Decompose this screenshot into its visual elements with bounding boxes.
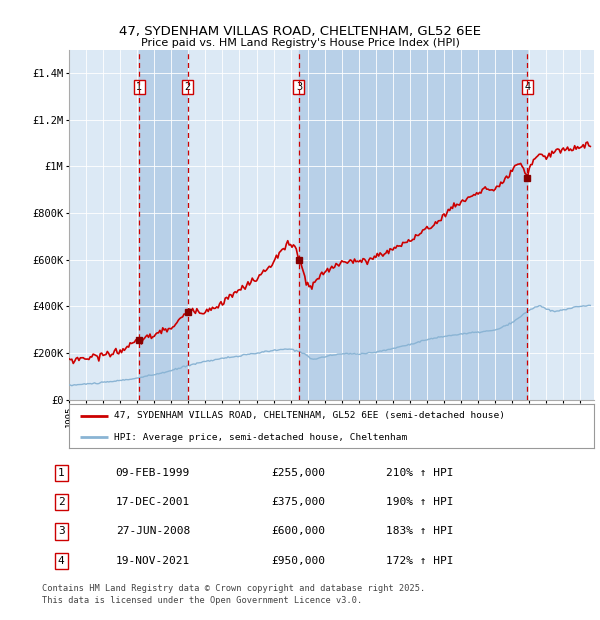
Text: 2: 2 — [58, 497, 64, 507]
Text: 47, SYDENHAM VILLAS ROAD, CHELTENHAM, GL52 6EE (semi-detached house): 47, SYDENHAM VILLAS ROAD, CHELTENHAM, GL… — [113, 412, 505, 420]
Text: 3: 3 — [58, 526, 64, 536]
Text: 19-NOV-2021: 19-NOV-2021 — [116, 556, 190, 565]
Bar — [139, 50, 188, 400]
Text: 4: 4 — [524, 82, 530, 92]
Text: 210% ↑ HPI: 210% ↑ HPI — [386, 468, 454, 478]
Text: £375,000: £375,000 — [271, 497, 325, 507]
Text: 3: 3 — [296, 82, 302, 92]
Text: HPI: Average price, semi-detached house, Cheltenham: HPI: Average price, semi-detached house,… — [113, 433, 407, 441]
Text: 183% ↑ HPI: 183% ↑ HPI — [386, 526, 454, 536]
Text: 172% ↑ HPI: 172% ↑ HPI — [386, 556, 454, 565]
Text: 09-FEB-1999: 09-FEB-1999 — [116, 468, 190, 478]
Text: 2: 2 — [185, 82, 191, 92]
Text: £950,000: £950,000 — [271, 556, 325, 565]
Text: 27-JUN-2008: 27-JUN-2008 — [116, 526, 190, 536]
Text: 4: 4 — [58, 556, 64, 565]
Text: This data is licensed under the Open Government Licence v3.0.: This data is licensed under the Open Gov… — [42, 596, 362, 606]
Text: 190% ↑ HPI: 190% ↑ HPI — [386, 497, 454, 507]
Text: Price paid vs. HM Land Registry's House Price Index (HPI): Price paid vs. HM Land Registry's House … — [140, 38, 460, 48]
Text: £600,000: £600,000 — [271, 526, 325, 536]
Text: £255,000: £255,000 — [271, 468, 325, 478]
Text: 1: 1 — [58, 468, 64, 478]
Text: 47, SYDENHAM VILLAS ROAD, CHELTENHAM, GL52 6EE: 47, SYDENHAM VILLAS ROAD, CHELTENHAM, GL… — [119, 25, 481, 38]
Text: 1: 1 — [136, 82, 142, 92]
Text: 17-DEC-2001: 17-DEC-2001 — [116, 497, 190, 507]
Text: Contains HM Land Registry data © Crown copyright and database right 2025.: Contains HM Land Registry data © Crown c… — [42, 584, 425, 593]
Bar — [299, 50, 527, 400]
